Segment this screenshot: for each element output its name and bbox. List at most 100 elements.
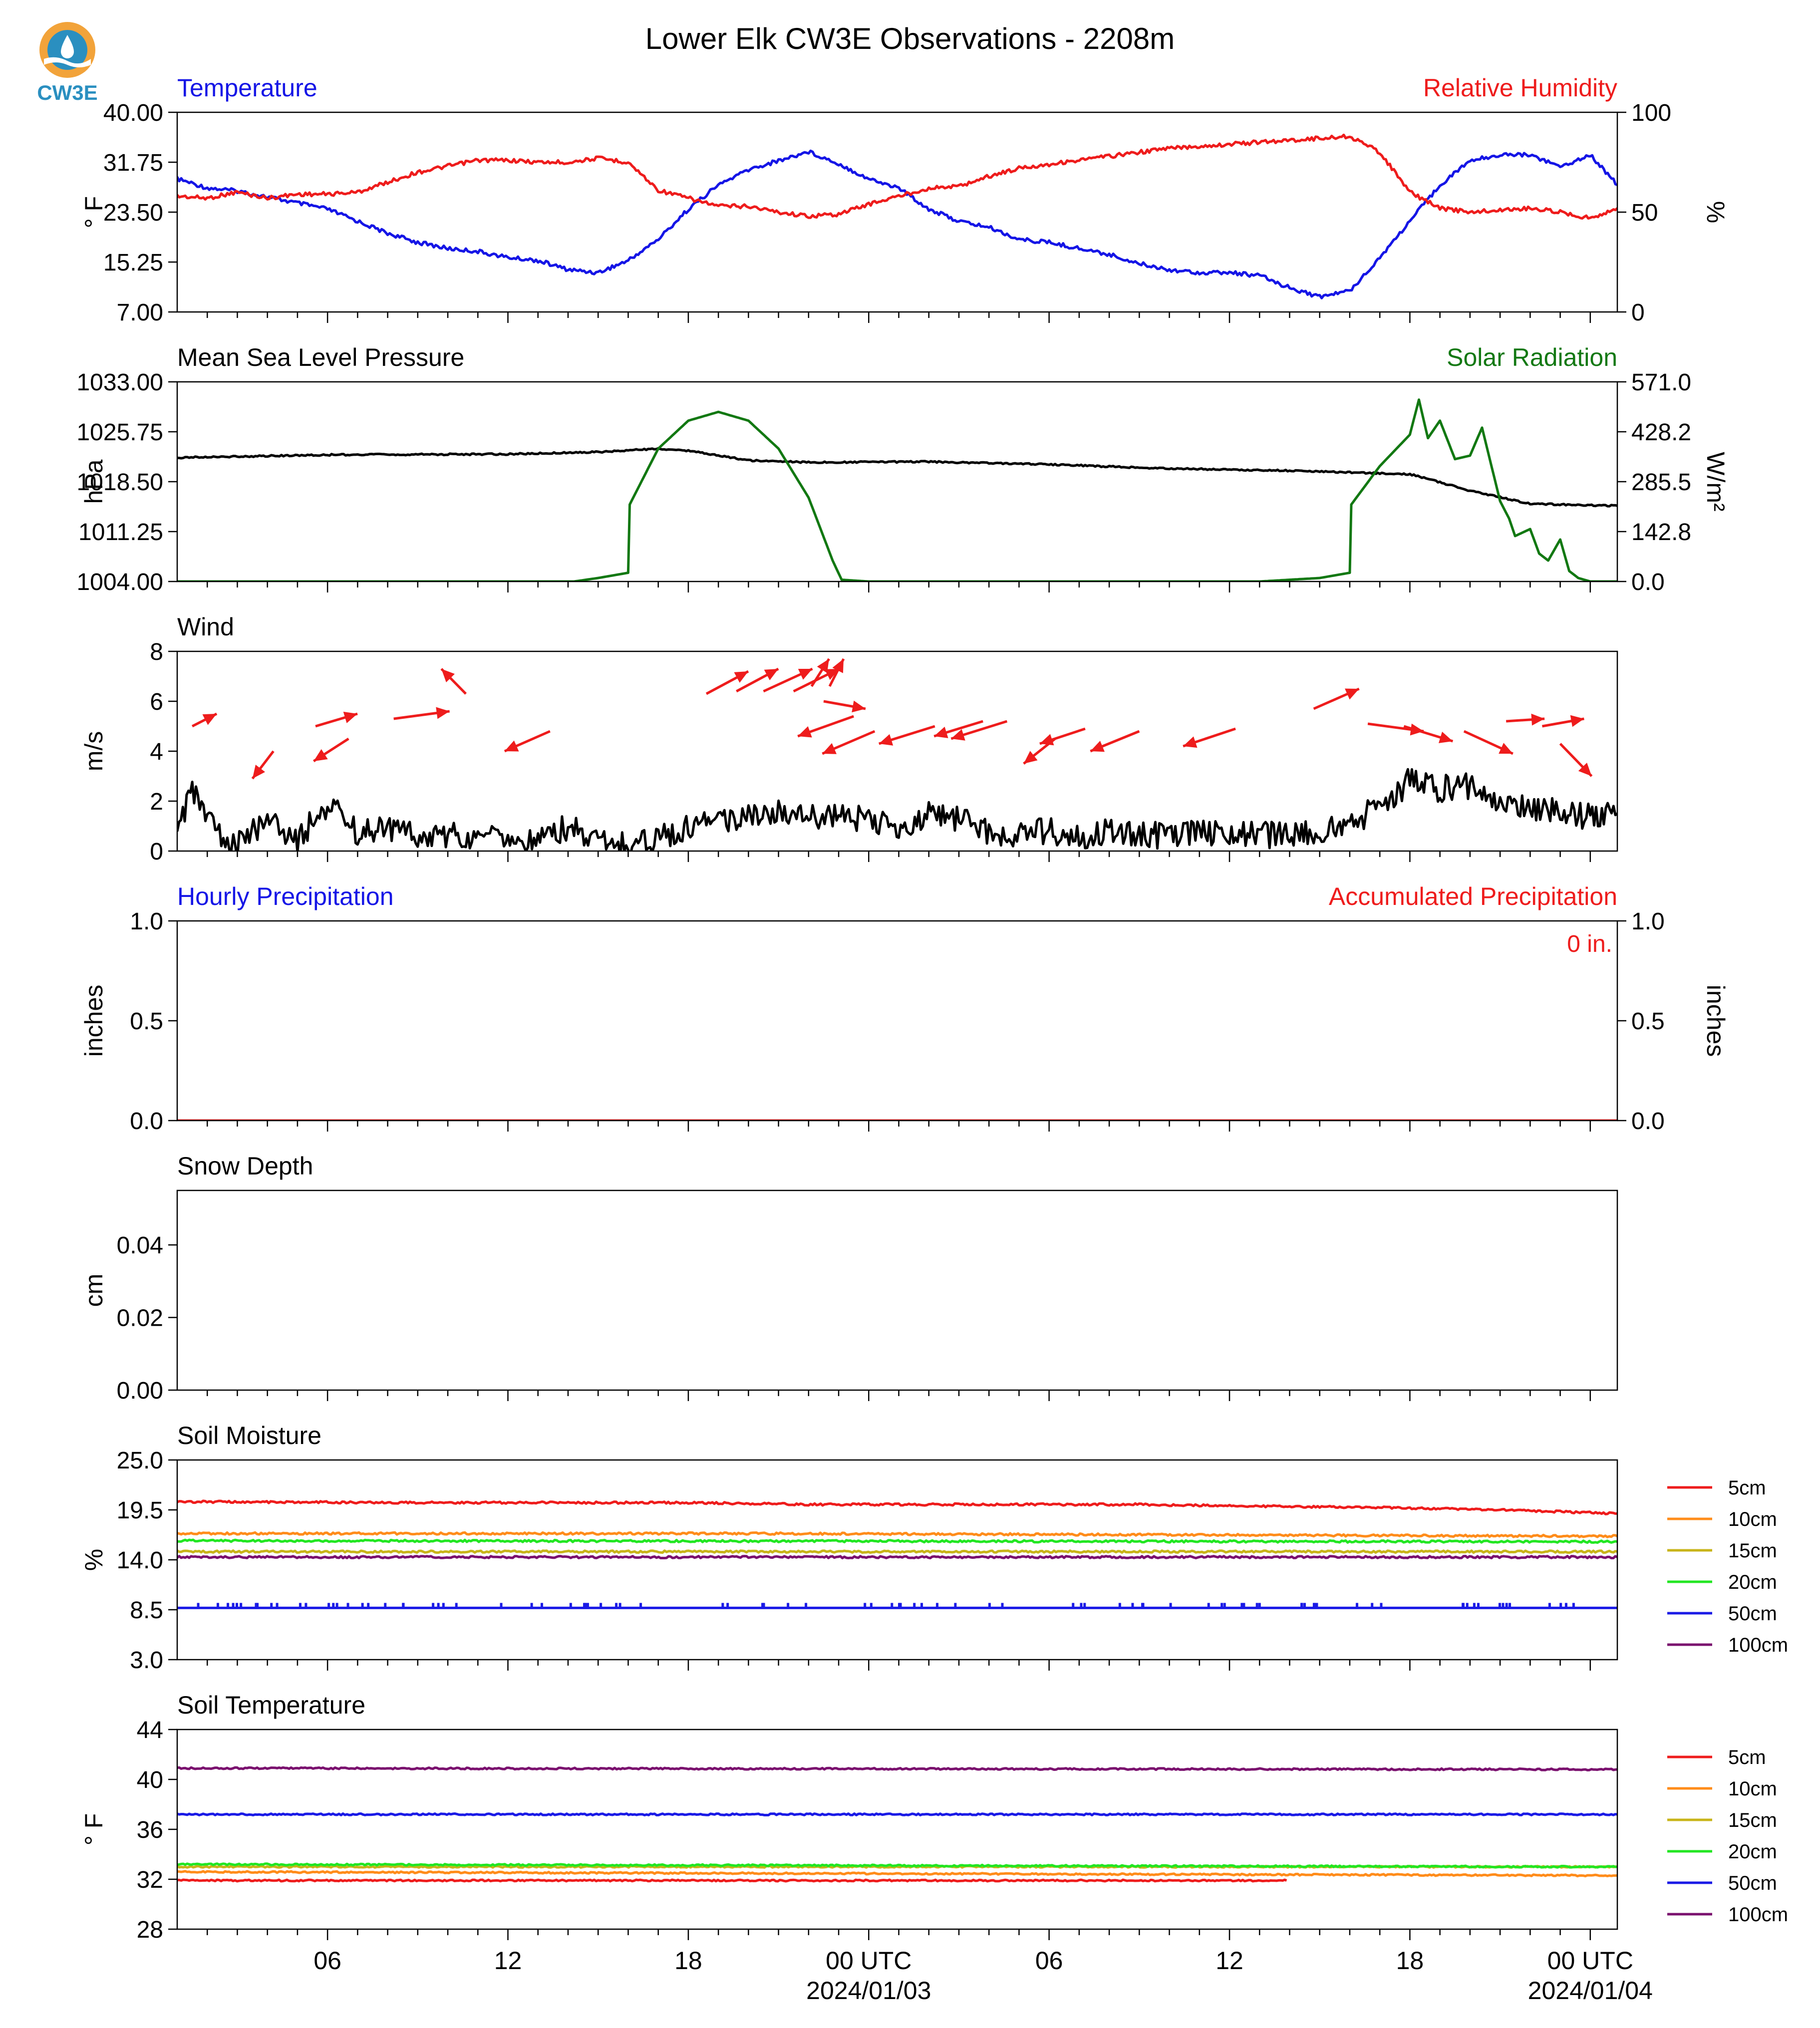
y-tick-label: 2 <box>150 789 163 815</box>
y-tick-label-right: 285.5 <box>1631 469 1691 496</box>
y-tick-label: 3.0 <box>130 1647 163 1674</box>
y-tick-label-right: 0.0 <box>1631 1108 1665 1135</box>
wind-arrow-head <box>734 671 749 683</box>
panel-title-left: Soil Moisture <box>177 1422 321 1449</box>
legend-label: 15cm <box>1728 1809 1777 1831</box>
y-tick-label-right: 0.0 <box>1631 569 1665 595</box>
panel-data <box>177 1766 1617 1883</box>
legend-label: 10cm <box>1728 1508 1777 1530</box>
y-tick-label: 1011.25 <box>78 519 163 546</box>
y-tick-label-right: 50 <box>1631 200 1658 226</box>
series-line-relative-humidity <box>177 133 1617 220</box>
legend-label: 50cm <box>1728 1872 1777 1894</box>
panel-0: Temperature Relative Humidity 7.00 15.25 23.… <box>80 74 1730 326</box>
wind-arrow-head <box>441 669 455 682</box>
panel-frame <box>176 1459 1618 1661</box>
wind-arrow-head <box>202 714 217 725</box>
y-axis-label-right: % <box>1702 201 1730 223</box>
wind-arrow-head <box>879 734 894 746</box>
y-tick-label: 1.0 <box>130 908 163 935</box>
y-axis-label: m/s <box>80 731 108 772</box>
legend-label: 5cm <box>1728 1477 1766 1499</box>
y-tick-label: 25.0 <box>117 1448 163 1474</box>
series-line-50cm <box>177 1812 1617 1816</box>
panel-frame <box>176 111 1618 313</box>
logo-text: CW3E <box>37 81 97 104</box>
y-tick-label: 1025.75 <box>76 419 163 446</box>
x-tick-label: 18 <box>1396 1947 1424 1975</box>
y-tick-label: 14.0 <box>117 1547 163 1574</box>
panel-frame <box>176 381 1618 582</box>
y-tick-label: 40.00 <box>103 100 163 126</box>
y-tick-label: 7.00 <box>117 299 163 326</box>
y-tick-label: 44 <box>137 1717 163 1743</box>
x-tick-label: 18 <box>674 1947 702 1975</box>
panels: Temperature Relative Humidity7.0015.2523.… <box>76 74 1788 2005</box>
wind-arrow-head <box>436 707 450 719</box>
wind-arrow-head <box>1499 743 1513 754</box>
panel-title-right: Solar Radiation <box>1447 343 1617 371</box>
y-axis-label: % <box>80 1549 108 1571</box>
series-line-temperature <box>177 149 1617 299</box>
series-line-20cm <box>177 1862 1617 1869</box>
panel-title-left: Soil Temperature <box>177 1691 365 1719</box>
y-tick-label: 4 <box>150 739 163 765</box>
y-tick-label: 28 <box>137 1917 163 1943</box>
panel-data <box>177 658 1617 851</box>
panel-title-left: Wind <box>177 613 234 641</box>
y-tick-label: 1033.00 <box>76 369 163 396</box>
x-tick-label: 00 UTC <box>1547 1947 1633 1975</box>
x-tick-label: 00 UTC <box>826 1947 911 1975</box>
wind-arrow-head <box>1183 736 1198 748</box>
wind-arrow-head <box>934 726 948 738</box>
y-tick-label: 0.5 <box>130 1008 163 1035</box>
y-tick-label-right: 142.8 <box>1631 519 1691 546</box>
wind-arrow-head <box>764 669 779 680</box>
series-line-20cm <box>177 1538 1617 1544</box>
y-tick-label: 36 <box>137 1817 163 1843</box>
y-axis-label: hPa <box>80 459 108 504</box>
x-date-label: 2024/01/03 <box>806 1977 931 2005</box>
panel-title-left: Hourly Precipitation <box>177 882 394 910</box>
series-line-15cm <box>177 1549 1617 1554</box>
wind-arrow-head <box>822 743 837 754</box>
y-tick-label: 15.25 <box>103 250 163 276</box>
legend-label: 100cm <box>1728 1634 1788 1656</box>
panel-title-right: Relative Humidity <box>1423 74 1617 102</box>
panel-title-left: Snow Depth <box>177 1152 313 1180</box>
wind-arrow-head <box>1023 751 1038 764</box>
y-tick-label-right: 571.0 <box>1631 369 1691 396</box>
y-tick-label: 0 <box>150 839 163 865</box>
wind-arrow-head <box>1531 713 1545 726</box>
y-axis-label: inches <box>80 985 108 1057</box>
wind-arrow-head <box>1039 734 1054 746</box>
y-tick-label: 0.04 <box>117 1232 163 1259</box>
series-line-10cm <box>177 1870 1617 1878</box>
y-tick-label-right: 0 <box>1631 299 1645 326</box>
y-tick-label-right: 0.5 <box>1631 1008 1665 1035</box>
series-line-100cm <box>177 1766 1617 1771</box>
panel-data <box>177 133 1617 299</box>
panel-3: Hourly Precipitation Accumulated Precipit… <box>80 882 1730 1135</box>
panel-frame <box>176 920 1618 1122</box>
series-line-10cm <box>177 1531 1617 1538</box>
logo-drop-icon <box>61 35 74 58</box>
accumulated-total-label: 0 in. <box>1567 931 1612 957</box>
wind-arrow-head <box>852 700 866 713</box>
y-tick-label-right: 428.2 <box>1631 419 1691 446</box>
wind-arrow-head <box>1438 731 1453 743</box>
panel-1: Mean Sea Level Pressure Solar Radiation 10… <box>76 343 1730 595</box>
wind-arrow-head <box>1578 762 1592 776</box>
wind-arrow-head <box>832 659 844 673</box>
cw3e-logo: CW3E <box>37 22 98 104</box>
x-tick-label: 06 <box>313 1947 341 1975</box>
y-tick-label: 0.00 <box>117 1378 163 1404</box>
wind-arrow-head <box>798 668 813 680</box>
y-tick-label-right: 100 <box>1631 100 1671 126</box>
wind-arrow-head <box>1570 715 1584 727</box>
panel-4: Snow Depth 0.00 0.02 0.04 cm <box>80 1152 1618 1404</box>
panel-title-left: Mean Sea Level Pressure <box>177 343 464 371</box>
series-line-5cm <box>177 1878 1287 1883</box>
wind-arrow-head <box>343 711 358 723</box>
series-line-mean-sea-level-pressure <box>177 447 1617 508</box>
